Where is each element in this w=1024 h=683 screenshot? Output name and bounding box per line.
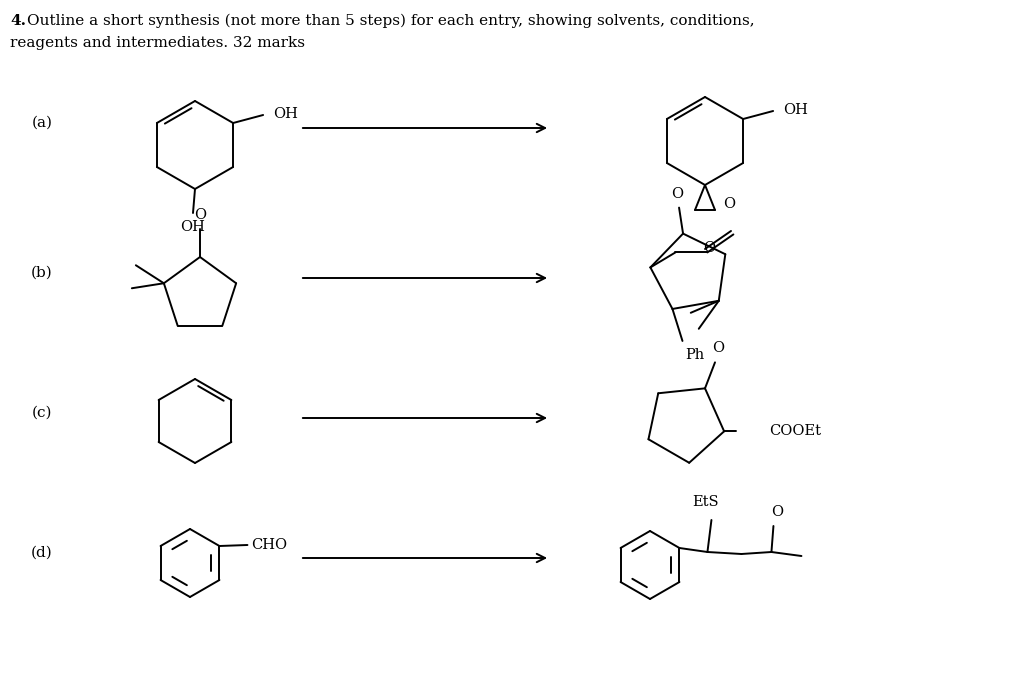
Text: OH: OH xyxy=(782,103,808,117)
Text: (b): (b) xyxy=(31,266,53,280)
Text: (d): (d) xyxy=(31,546,53,560)
Text: OH: OH xyxy=(272,107,298,121)
Text: Outline a short synthesis (not more than 5 steps) for each entry, showing solven: Outline a short synthesis (not more than… xyxy=(27,14,755,28)
Text: OH: OH xyxy=(180,220,206,234)
Text: O: O xyxy=(671,186,683,201)
Text: COOEt: COOEt xyxy=(769,424,821,438)
Text: O: O xyxy=(703,241,716,255)
Text: (a): (a) xyxy=(32,116,52,130)
Text: CHO: CHO xyxy=(251,538,288,552)
Text: O: O xyxy=(194,208,206,222)
Text: 4.: 4. xyxy=(10,14,26,28)
Text: O: O xyxy=(723,197,735,211)
Text: Ph: Ph xyxy=(685,348,705,362)
Text: reagents and intermediates. 32 marks: reagents and intermediates. 32 marks xyxy=(10,36,305,50)
Text: O: O xyxy=(771,505,783,519)
Text: O: O xyxy=(712,342,724,355)
Text: EtS: EtS xyxy=(692,495,719,509)
Text: (c): (c) xyxy=(32,406,52,420)
